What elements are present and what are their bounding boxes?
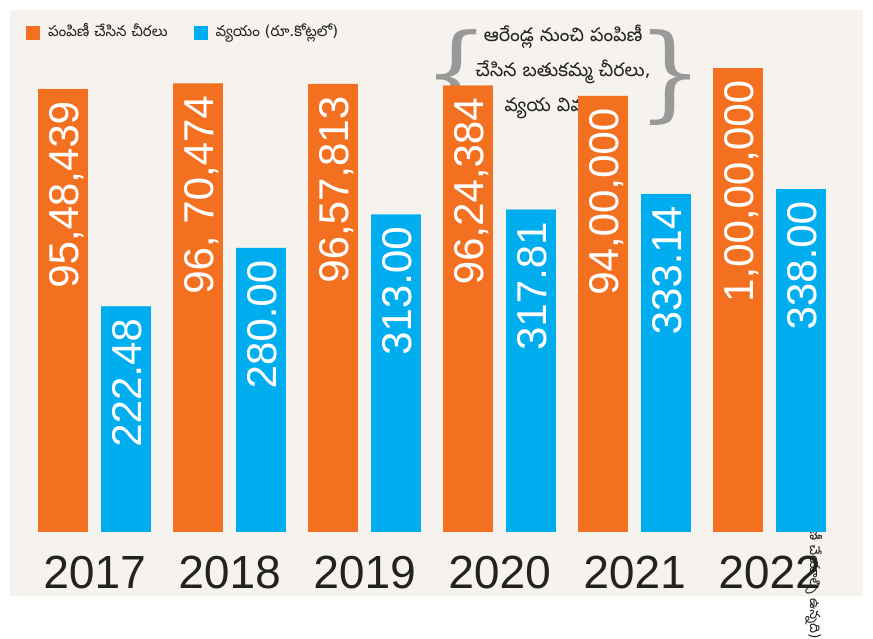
- cost-bar: [236, 247, 286, 533]
- cost-value-label: 222.48: [103, 318, 150, 446]
- saris-value-label: 1,00,00,000: [715, 80, 762, 302]
- cost-value-label: 317.81: [508, 221, 555, 349]
- cost-value-label: 338.00: [778, 201, 825, 329]
- saris-value-label: 96,57,813: [310, 96, 357, 283]
- legend: పంపిణీ చేసిన చీరలు వ్యయం (రూ.కోట్లలో): [26, 22, 364, 44]
- saris-value-label: 94,00,000: [580, 108, 627, 295]
- right-brace: }: [636, 11, 703, 133]
- saris-value-label: 96,24,384: [445, 97, 492, 284]
- cost-value-label: 280.00: [238, 260, 285, 388]
- saris-bar: [173, 83, 223, 532]
- legend-item-saris: పంపిణీ చేసిన చీరలు: [26, 22, 168, 44]
- note-line-1: ఆరేండ్ల నుంచి పంపిణీ: [483, 24, 643, 46]
- year-tick-label: 2020: [448, 546, 550, 598]
- cost-value-label: 313.00: [373, 226, 420, 354]
- saris-value-label: 95,48,439: [40, 101, 87, 288]
- year-tick-label: 2018: [178, 546, 280, 598]
- cost-bar: [506, 209, 556, 533]
- bar-chart: 95,48,439 222.48 2017 96, 70,474 280.00 2018 9…: [38, 68, 826, 598]
- saris-bar: [443, 85, 493, 532]
- year-tick-label: 2022: [718, 546, 820, 598]
- saris-bar: [578, 95, 628, 532]
- cost-value-label: 333.14: [643, 206, 690, 334]
- legend-swatch-saris: [26, 26, 40, 40]
- cost-bar: [776, 189, 826, 532]
- note-line-2: చేసిన బతుకమ్మ చీరలు,: [475, 59, 651, 81]
- year-tick-label: 2021: [583, 546, 685, 598]
- saris-value-label: 96, 70,474: [175, 95, 222, 294]
- saris-bar: [308, 83, 358, 533]
- legend-item-cost: వ్యయం (రూ.కోట్లలో): [193, 22, 339, 44]
- cost-bar: [371, 214, 421, 533]
- saris-bar: [713, 68, 763, 532]
- year-tick-label: 2019: [313, 546, 415, 598]
- legend-label-cost: వ్యయం (రూ.కోట్లలో): [215, 22, 339, 40]
- cost-bar: [641, 193, 691, 533]
- cost-bar: [101, 306, 151, 532]
- legend-label-saris: పంపిణీ చేసిన చీరలు: [48, 22, 168, 40]
- year-tick-label: 2017: [43, 546, 145, 598]
- legend-swatch-cost: [193, 26, 208, 40]
- saris-bar: [38, 88, 88, 533]
